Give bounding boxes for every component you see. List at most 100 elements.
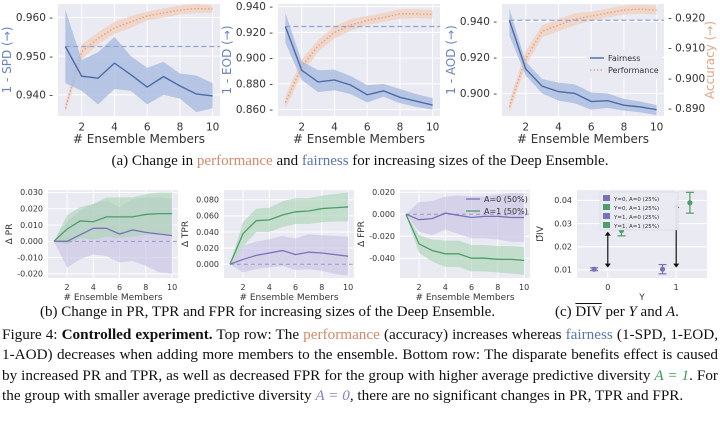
x-tick-label: 10: [519, 283, 529, 292]
legend-swatch: [603, 195, 610, 201]
y-tick-label: 0.900 -: [236, 53, 273, 65]
y-tick-label: 0.020: [196, 244, 219, 253]
y-tick-label: 0.940 -: [460, 16, 497, 28]
caption-c: (c) DIV per Y and A.: [555, 304, 679, 321]
performance-line: [508, 8, 657, 108]
y-axis-label: Δ PR: [5, 224, 15, 245]
line-a0: [229, 249, 349, 265]
x-tick-label: 4: [443, 283, 448, 292]
figure-label: Figure 4:: [2, 326, 62, 343]
line-a0: [53, 227, 173, 242]
caption-b: (b) Change in PR, TPR and FPR for increa…: [40, 304, 496, 320]
fairness-band: [285, 13, 433, 110]
x-tick-label: 1: [674, 283, 679, 292]
y-tick-label: 0.010: [20, 221, 43, 230]
caption-a-prefix: (a) Change in: [111, 153, 197, 169]
line-a1: [229, 206, 349, 265]
chart-delta-fpr: 2 4 6 8 10 -0.040 -0.020 0.000 0.020 # Ensemble M…: [357, 188, 530, 300]
right-y-tick-label: - 0.920: [668, 12, 705, 24]
figure-caption-text: Top row: The: [212, 326, 304, 343]
chart-delta-pr: 2 4 6 8 10 -0.020 -0.010 0.000 0.010 0.020 0.030 # …: [5, 188, 178, 300]
x-tick-label: 8: [143, 283, 148, 292]
figure-caption-bold: Controlled experiment.: [61, 326, 213, 343]
x-axis-label: # Ensemble Members: [293, 132, 425, 146]
x-tick-label: 8: [495, 283, 500, 292]
legend-swatch: [603, 222, 610, 228]
legend-performance-label: Performance: [608, 66, 659, 75]
x-tick-label: 4: [111, 122, 118, 134]
right-y-tick-label: - 0.910: [668, 43, 705, 55]
y-tick-label: 0.03: [554, 219, 572, 228]
y-tick-label: 0.960 -: [16, 12, 53, 24]
legend-box: [599, 191, 679, 231]
x-axis-label: # Ensemble Members: [63, 293, 162, 300]
chart-eod: 2 4 6 8 10 0.860 - 0.880 - 0.900 - 0.920 - 0.940 …: [220, 1, 440, 146]
x-axis-label: # Ensemble Members: [73, 132, 205, 146]
x-tick-label: 2: [522, 122, 529, 134]
x-axis-label: # Ensemble Members: [415, 293, 514, 300]
y-tick-label: -0.040: [369, 254, 395, 263]
legend-label: Y=0, A=0 (25%): [613, 197, 659, 203]
legend-label: A=1 (50%): [484, 207, 528, 216]
y-tick-label: 0.900 -: [460, 88, 497, 100]
caption-a-suffix: for increasing sizes of the Deep Ensembl…: [348, 153, 609, 169]
data-point: [687, 200, 693, 206]
figure-plots: 2 4 6 8 100.940 -0.950 -0.960 -# Ensemble Me…: [0, 1, 717, 300]
x-tick-label: 2: [64, 283, 69, 292]
y-tick-label: -0.020: [17, 270, 43, 279]
legend-swatch: [603, 204, 610, 210]
right-y-axis-label: Accuracy (→): [703, 21, 717, 99]
x-axis-label: # Ensemble Members: [517, 132, 649, 146]
x-tick-label: 6: [117, 283, 122, 292]
x-tick-label: 8: [177, 122, 184, 134]
arrow-head-up: [604, 231, 611, 236]
y-tick-label: -0.010: [17, 253, 43, 262]
caption-a: (a) Change in performance and fairness f…: [0, 153, 720, 170]
y-tick-label: 0.000: [20, 237, 43, 246]
fairness-line: [284, 26, 433, 106]
legend-swatch: [603, 213, 610, 219]
figure-caption-text: (accuracy) increases whereas: [379, 326, 566, 343]
line-a0: [405, 212, 525, 221]
performance-band: [509, 4, 657, 113]
band-a0: [405, 193, 525, 242]
x-tick-label: 6: [364, 122, 371, 134]
chart-1-spd: 2 4 6 8 10 0.940 - 0.950 - 0.960 - # Ensemble Me…: [0, 4, 220, 146]
figure-caption-text: (1-SPD, 1-EOD, 1-AOD) decreases when add…: [2, 326, 718, 384]
arrow-head-down: [604, 263, 611, 268]
legend-label: Y=0, A=1 (25%): [613, 206, 659, 212]
y-tick-label: 0.020: [20, 205, 43, 214]
y-tick-label: 0.000: [196, 260, 219, 269]
figure-caption: Figure 4: Controlled experiment. Top row…: [2, 325, 718, 406]
figure-caption-a0: A = 0: [315, 386, 350, 404]
x-tick-label: 2: [298, 122, 305, 134]
y-tick-label: 0.02: [554, 243, 572, 252]
x-tick-label: 8: [621, 122, 628, 134]
x-tick-label: 4: [331, 122, 338, 134]
caption-a-fairness: fairness: [301, 153, 349, 169]
y-axis-label: Δ FPR: [357, 221, 367, 247]
y-tick-label: 0.880 -: [236, 78, 273, 90]
y-axis-label: 1 - AOD (→): [444, 25, 458, 95]
fairness-line: [508, 20, 657, 111]
y-tick-label: 0.940 -: [236, 1, 273, 13]
caption-c-end: .: [675, 304, 679, 320]
figure-caption-a1: A = 1: [654, 366, 690, 384]
y-tick-label: 0.030: [20, 188, 43, 197]
y-axis-label: DIV: [536, 225, 546, 242]
legend-label: A=0 (50%): [484, 195, 528, 204]
y-tick-label: 0.01: [554, 266, 572, 275]
legend-box: [586, 50, 662, 78]
x-tick-label: 6: [293, 283, 298, 292]
chart-div: 0 1 0.01 0.02 0.03 0.04 Y DIV Y=0, A=0 (25%) Y=0,…: [536, 190, 707, 300]
x-tick-label: 2: [416, 283, 421, 292]
caption-c-y: Y: [628, 304, 637, 320]
x-tick-label: 4: [91, 283, 96, 292]
x-tick-label: 2: [78, 122, 85, 134]
x-tick-label: 8: [397, 122, 404, 134]
y-tick-label: 0.080: [196, 195, 219, 204]
x-tick-label: 6: [144, 122, 151, 134]
chart-delta-tpr: 2 4 6 8 10 0.000 0.020 0.040 0.060 0.080 # Ensembl…: [181, 190, 354, 300]
x-tick-label: 10: [650, 122, 663, 134]
performance-band: [65, 4, 213, 114]
